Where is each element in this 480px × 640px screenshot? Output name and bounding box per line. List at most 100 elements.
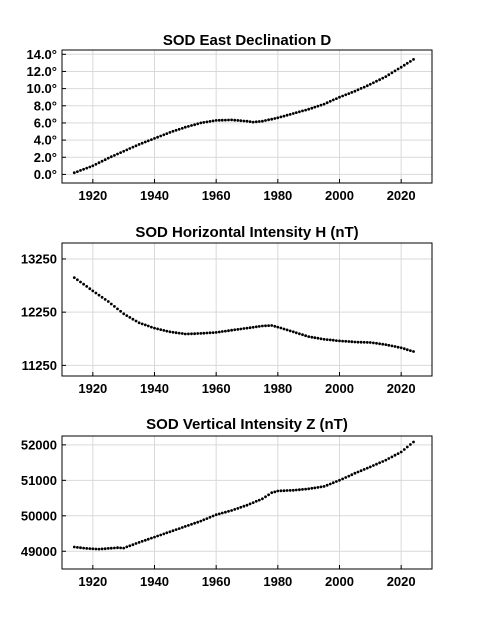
data-point	[122, 149, 126, 153]
data-point	[140, 539, 144, 543]
data-point	[267, 118, 270, 122]
y-tick-label: 12250	[21, 305, 57, 320]
data-point	[282, 327, 286, 331]
data-point	[396, 345, 400, 349]
data-point	[298, 110, 301, 114]
data-point	[338, 95, 341, 99]
data-point	[156, 135, 160, 139]
data-point	[190, 332, 193, 336]
data-point	[393, 345, 397, 348]
data-point	[137, 321, 141, 325]
data-point	[220, 330, 224, 333]
data-point	[217, 118, 221, 122]
y-tick-label: 13250	[21, 251, 57, 266]
data-point	[267, 324, 270, 327]
data-point	[307, 107, 311, 111]
data-point	[341, 477, 344, 481]
data-point	[153, 326, 156, 330]
data-point	[254, 499, 258, 503]
data-point	[79, 280, 82, 284]
data-point	[344, 339, 348, 343]
data-point	[116, 546, 119, 550]
data-point	[301, 488, 304, 491]
data-point	[368, 341, 372, 344]
data-point	[128, 147, 132, 150]
data-point	[103, 158, 107, 162]
data-point	[180, 332, 184, 335]
data-point	[409, 60, 412, 63]
data-point	[335, 97, 338, 100]
data-point	[202, 121, 206, 124]
data-point	[356, 470, 360, 474]
data-point	[245, 503, 249, 507]
data-point	[85, 547, 89, 550]
plot-frame	[61, 49, 433, 184]
data-point	[316, 486, 320, 489]
data-point	[325, 101, 329, 105]
data-point	[254, 120, 258, 124]
y-tick-label: 4.0°	[34, 133, 57, 148]
data-point	[381, 76, 385, 80]
data-point	[134, 319, 138, 323]
data-point	[301, 333, 304, 337]
data-point	[291, 488, 295, 492]
data-point	[76, 278, 79, 282]
data-point	[128, 544, 132, 548]
data-point	[399, 450, 403, 454]
x-tick-label: 1940	[140, 381, 169, 396]
data-point	[372, 81, 375, 85]
x-tick-label: 1980	[263, 188, 292, 203]
y-tick-label: 51000	[21, 473, 57, 488]
data-point	[368, 82, 372, 86]
data-point	[140, 141, 144, 145]
data-point	[365, 84, 369, 88]
data-point	[285, 328, 289, 332]
data-point	[288, 329, 292, 333]
data-point	[242, 327, 246, 330]
data-point	[362, 468, 366, 471]
data-point	[396, 452, 400, 455]
data-point	[372, 341, 375, 345]
data-point	[356, 88, 360, 92]
data-point	[381, 342, 385, 346]
data-point	[328, 99, 332, 103]
data-point	[193, 123, 197, 127]
data-point	[233, 508, 237, 511]
data-point	[119, 546, 122, 550]
data-point	[248, 502, 252, 506]
data-point	[193, 332, 197, 336]
data-point	[187, 524, 190, 527]
data-point	[282, 114, 286, 118]
data-point	[82, 167, 85, 171]
data-point	[319, 485, 323, 489]
chart-title: SOD East Declination D	[163, 32, 332, 49]
data-point	[325, 483, 329, 487]
data-point	[294, 111, 298, 114]
data-point	[183, 525, 187, 528]
x-tick-label: 1960	[202, 381, 231, 396]
data-point	[227, 509, 230, 513]
data-point	[174, 128, 178, 132]
data-point	[122, 546, 126, 550]
y-tick-label: 50000	[21, 508, 57, 523]
data-point	[88, 287, 92, 291]
data-point	[131, 317, 135, 321]
data-point	[239, 327, 243, 331]
data-point	[298, 488, 301, 492]
x-tick-label: 1980	[263, 381, 292, 396]
data-point	[381, 460, 385, 463]
vertical-intensity-chart: SOD Vertical Intensity Z (nT) 1920 1940 196…	[21, 416, 433, 589]
plot-frame	[61, 435, 433, 570]
data-point	[156, 534, 160, 538]
data-point	[88, 547, 92, 550]
data-point	[331, 481, 335, 485]
data-point	[103, 298, 107, 301]
data-point	[94, 162, 98, 166]
data-point	[328, 338, 332, 342]
data-point	[291, 330, 295, 334]
data-point	[187, 332, 190, 336]
data-point	[264, 119, 267, 122]
data-point	[125, 148, 129, 152]
data-point	[276, 489, 280, 493]
